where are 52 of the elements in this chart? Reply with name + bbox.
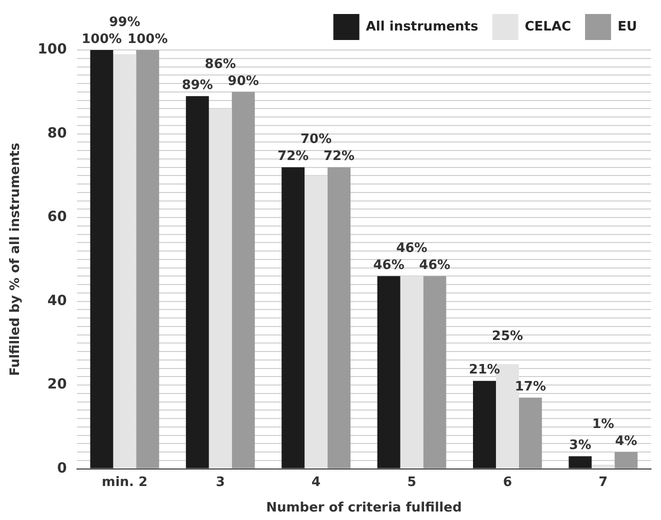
text: 21% (468, 362, 500, 378)
bar (186, 96, 209, 468)
text: 100% (82, 32, 122, 47)
x-tick-label: 4 (312, 474, 321, 490)
text: 17% (514, 379, 546, 394)
text: 46% (396, 241, 428, 256)
bar (232, 92, 255, 468)
y-tick-label: 0 (57, 460, 68, 476)
text: 70% (300, 132, 332, 148)
y-tick-label: 80 (47, 125, 68, 142)
bar (568, 456, 592, 468)
text: 100% (128, 32, 168, 47)
bar (328, 167, 351, 468)
text: 46% (373, 258, 404, 274)
bar (282, 167, 305, 468)
text: 72% (323, 149, 355, 164)
bar (400, 276, 424, 468)
y-tick-label: 60 (47, 209, 68, 226)
bar (423, 276, 446, 468)
bar (377, 276, 400, 468)
x-axis-title: Number of criteria fulfilled (266, 500, 462, 516)
legend-label: All instruments (366, 19, 479, 34)
y-axis-title: Fulfilled by % of all instruments (8, 142, 24, 376)
text: 72% (278, 149, 309, 164)
bar (304, 176, 328, 468)
bar (208, 108, 232, 468)
x-tick-label: 5 (407, 474, 416, 490)
x-tick-label: min. 2 (102, 474, 148, 490)
bar (592, 464, 615, 468)
y-tick-label: 40 (47, 292, 68, 309)
text: 1% (592, 416, 614, 432)
bar (90, 50, 114, 468)
legend-label: EU (618, 19, 637, 34)
text: 25% (492, 328, 524, 344)
bar (136, 50, 160, 468)
text: 46% (419, 258, 450, 274)
legend-label: CELAC (524, 19, 572, 34)
y-tick-label: 100 (38, 42, 68, 58)
text: 86% (204, 56, 236, 72)
text: 4% (615, 434, 638, 449)
text: 99% (109, 14, 140, 30)
text: 90% (228, 74, 259, 89)
bar (614, 452, 638, 468)
text: 89% (182, 78, 213, 93)
y-tick-label: 20 (47, 376, 68, 393)
x-tick-label: 3 (216, 474, 225, 490)
text: 3% (569, 438, 592, 454)
bar (113, 54, 136, 468)
bar (473, 380, 496, 468)
bar (518, 398, 542, 468)
x-tick-label: 6 (502, 474, 512, 490)
x-tick-label: 7 (598, 474, 608, 490)
